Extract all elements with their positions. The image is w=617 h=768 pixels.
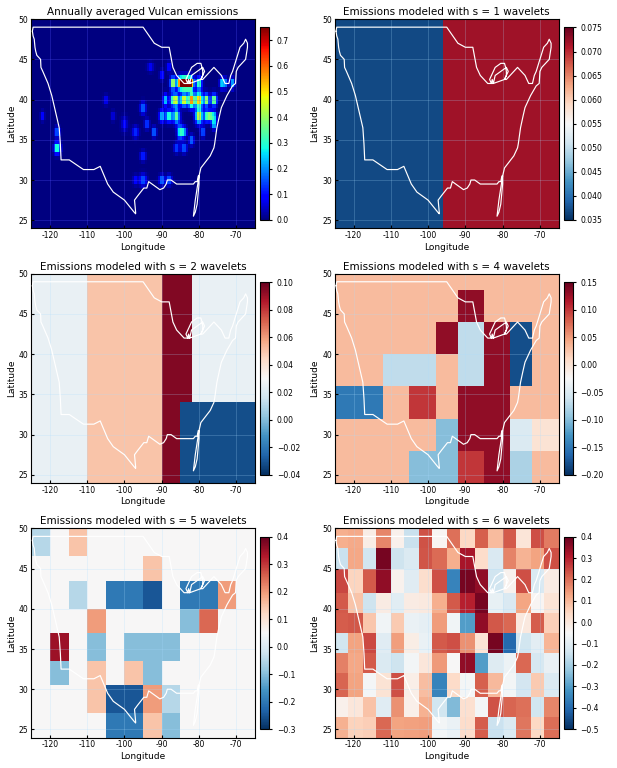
Y-axis label: Latitude: Latitude	[7, 105, 16, 142]
Y-axis label: Latitude: Latitude	[310, 614, 320, 652]
X-axis label: Longitude: Longitude	[120, 752, 166, 761]
X-axis label: Longitude: Longitude	[424, 243, 470, 252]
Y-axis label: Latitude: Latitude	[310, 105, 320, 142]
X-axis label: Longitude: Longitude	[120, 498, 166, 506]
Title: Emissions modeled with s = 4 wavelets: Emissions modeled with s = 4 wavelets	[344, 262, 550, 272]
X-axis label: Longitude: Longitude	[424, 752, 470, 761]
Title: Emissions modeled with s = 6 wavelets: Emissions modeled with s = 6 wavelets	[344, 516, 550, 526]
Title: Emissions modeled with s = 1 wavelets: Emissions modeled with s = 1 wavelets	[344, 7, 550, 17]
X-axis label: Longitude: Longitude	[120, 243, 166, 252]
Title: Annually averaged Vulcan emissions: Annually averaged Vulcan emissions	[48, 7, 239, 17]
Y-axis label: Latitude: Latitude	[7, 614, 16, 652]
Y-axis label: Latitude: Latitude	[7, 359, 16, 397]
Title: Emissions modeled with s = 5 wavelets: Emissions modeled with s = 5 wavelets	[39, 516, 246, 526]
Y-axis label: Latitude: Latitude	[310, 359, 320, 397]
X-axis label: Longitude: Longitude	[424, 498, 470, 506]
Title: Emissions modeled with s = 2 wavelets: Emissions modeled with s = 2 wavelets	[39, 262, 246, 272]
